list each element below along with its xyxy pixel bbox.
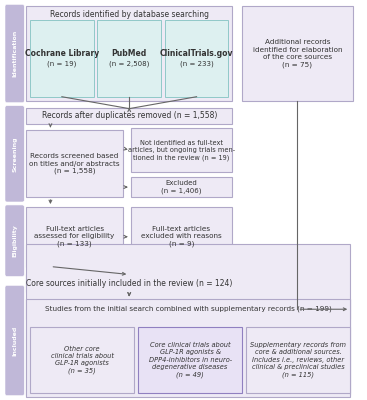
Text: Records identified by database searching: Records identified by database searching (50, 10, 209, 19)
Bar (26, 108, 232, 124)
Text: Studies from the initial search combined with supplementary records (n = 199): Studies from the initial search combined… (45, 306, 331, 312)
Text: Core sources initially included in the review (n = 124): Core sources initially included in the r… (26, 279, 232, 288)
FancyBboxPatch shape (5, 106, 24, 202)
Text: PubMed: PubMed (112, 49, 147, 58)
Text: Full-text articles
excluded with reasons
(n = 9): Full-text articles excluded with reasons… (141, 226, 222, 247)
Bar (98, 20, 161, 97)
Text: Supplementary records from
core & additional sources.
Includes i.e., reviews, ot: Supplementary records from core & additi… (250, 342, 346, 378)
Text: (n = 19): (n = 19) (47, 60, 77, 67)
Bar (26, 299, 350, 319)
Text: Not identified as full-text
articles, but ongoing trials men-
tioned in the revi: Not identified as full-text articles, bu… (128, 140, 235, 161)
Text: Included: Included (12, 325, 17, 356)
Text: Other core
clinical trials about
GLP-1R agonists
(n = 35): Other core clinical trials about GLP-1R … (51, 346, 114, 374)
Bar (131, 207, 232, 266)
Text: Full-text articles
assessed for eligibility
(n = 133): Full-text articles assessed for eligibil… (34, 226, 115, 247)
FancyBboxPatch shape (5, 286, 24, 396)
Bar (30, 20, 94, 97)
Bar (26, 274, 232, 292)
Bar (246, 327, 350, 393)
Text: ClinicalTrials.gov: ClinicalTrials.gov (160, 49, 233, 58)
Bar (26, 6, 232, 101)
Text: Records screened based
on titles and/or abstracts
(n = 1,558): Records screened based on titles and/or … (29, 153, 120, 174)
Bar (26, 299, 350, 397)
Text: Identification: Identification (12, 30, 17, 77)
Text: (n = 2,508): (n = 2,508) (109, 60, 149, 67)
Bar (138, 327, 242, 393)
Bar (242, 6, 353, 101)
Text: Core clinical trials about
GLP-1R agonists &
DPP4-inhibitors in neuro-
degenerat: Core clinical trials about GLP-1R agonis… (149, 342, 232, 378)
Text: Screening: Screening (12, 136, 17, 172)
Bar (131, 128, 232, 172)
FancyBboxPatch shape (5, 205, 24, 276)
Bar (26, 207, 123, 266)
Text: (n = 233): (n = 233) (180, 60, 214, 67)
Text: Records after duplicates removed (n = 1,558): Records after duplicates removed (n = 1,… (41, 111, 217, 120)
Text: Additional records
identified for elaboration
of the core sources
(n = 75): Additional records identified for elabor… (253, 39, 342, 68)
Bar (131, 177, 232, 197)
Bar (165, 20, 228, 97)
Text: Eligibility: Eligibility (12, 224, 17, 257)
Text: Excluded
(n = 1,406): Excluded (n = 1,406) (161, 180, 202, 194)
Bar (26, 130, 123, 197)
Bar (30, 327, 134, 393)
Text: Cochrane Library: Cochrane Library (25, 49, 99, 58)
Bar (26, 244, 350, 395)
FancyBboxPatch shape (5, 4, 24, 103)
